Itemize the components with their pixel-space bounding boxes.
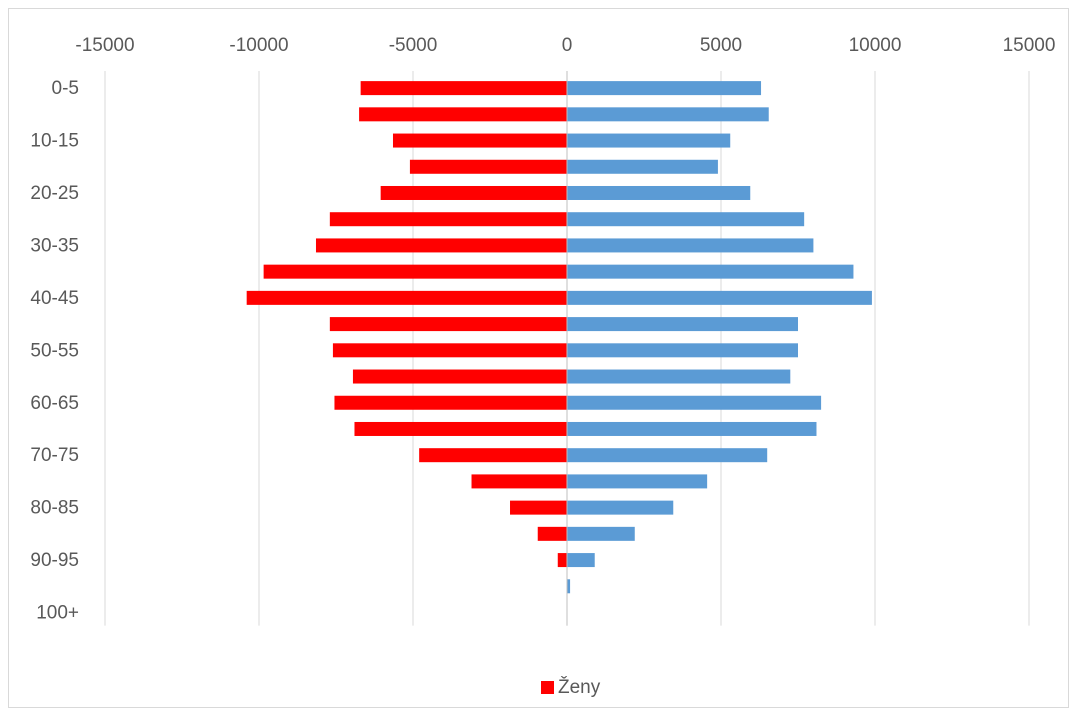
y-tick-label: 40-45 — [30, 288, 79, 309]
bar-zeny — [419, 448, 567, 463]
bar-series-2 — [567, 238, 814, 253]
population-pyramid-chart: -15000 -10000 -5000 0 5000 10000 15000 0-5 10-15… — [30, 35, 1055, 698]
x-tick-label: 15000 — [1003, 35, 1056, 56]
bar-zeny — [380, 185, 567, 200]
bar-series-2 — [567, 290, 872, 305]
bar-zeny — [392, 133, 567, 148]
bar-zeny — [471, 474, 567, 489]
bar-series-2 — [567, 421, 817, 436]
bar-zeny — [263, 264, 567, 279]
legend-swatch-zeny — [541, 681, 554, 694]
bar-series-2 — [567, 395, 822, 410]
bar-zeny — [334, 395, 567, 410]
bar-series-2 — [567, 212, 805, 227]
bar-zeny — [510, 500, 567, 515]
bar-series-2 — [567, 81, 762, 96]
bar-series-2 — [567, 553, 595, 568]
x-tick-label: 0 — [562, 35, 573, 56]
bar-series-2 — [567, 185, 751, 200]
bar-zeny — [359, 107, 567, 122]
x-tick-label: 5000 — [700, 35, 742, 56]
bar-series-2 — [567, 500, 674, 515]
bar-series-2 — [567, 107, 769, 122]
bar-zeny — [332, 343, 567, 358]
bar-zeny — [360, 81, 567, 96]
x-tick-label: 10000 — [849, 35, 902, 56]
bar-series-2 — [567, 317, 798, 332]
bar-zeny — [315, 238, 567, 253]
legend: Ženy — [541, 676, 601, 698]
bar-series-2 — [567, 133, 731, 148]
y-tick-label: 80-85 — [30, 498, 79, 519]
y-tick-label: 60-65 — [30, 393, 79, 414]
bar-zeny — [557, 553, 567, 568]
y-tick-label: 100+ — [36, 603, 79, 624]
x-tick-label: -10000 — [229, 35, 288, 56]
bar-zeny — [537, 526, 567, 541]
bar-series-2 — [567, 579, 571, 594]
bars — [246, 81, 872, 594]
chart-frame: -15000 -10000 -5000 0 5000 10000 15000 0-5 10-15… — [8, 8, 1069, 708]
y-tick-label: 50-55 — [30, 340, 79, 361]
y-tick-label: 90-95 — [30, 550, 79, 571]
x-tick-label: -5000 — [389, 35, 438, 56]
bar-series-2 — [567, 264, 854, 279]
bar-series-2 — [567, 343, 798, 358]
bar-zeny — [354, 421, 567, 436]
legend-label-zeny: Ženy — [558, 676, 601, 698]
y-tick-label: 10-15 — [30, 131, 79, 152]
bar-series-2 — [567, 526, 635, 541]
bar-zeny — [246, 290, 567, 305]
y-tick-label: 30-35 — [30, 235, 79, 256]
bar-zeny — [329, 317, 567, 332]
axes: -15000 -10000 -5000 0 5000 10000 15000 0-5 10-15… — [30, 35, 1055, 626]
bar-zeny — [352, 369, 567, 384]
y-tick-label: 0-5 — [52, 78, 79, 99]
x-tick-label: -15000 — [75, 35, 134, 56]
bar-series-2 — [567, 159, 718, 174]
bar-zeny — [329, 212, 567, 227]
y-tick-label: 70-75 — [30, 445, 79, 466]
bar-series-2 — [567, 474, 708, 489]
y-tick-label: 20-25 — [30, 183, 79, 204]
bar-series-2 — [567, 369, 791, 384]
bar-zeny — [409, 159, 567, 174]
bar-series-2 — [567, 448, 768, 463]
